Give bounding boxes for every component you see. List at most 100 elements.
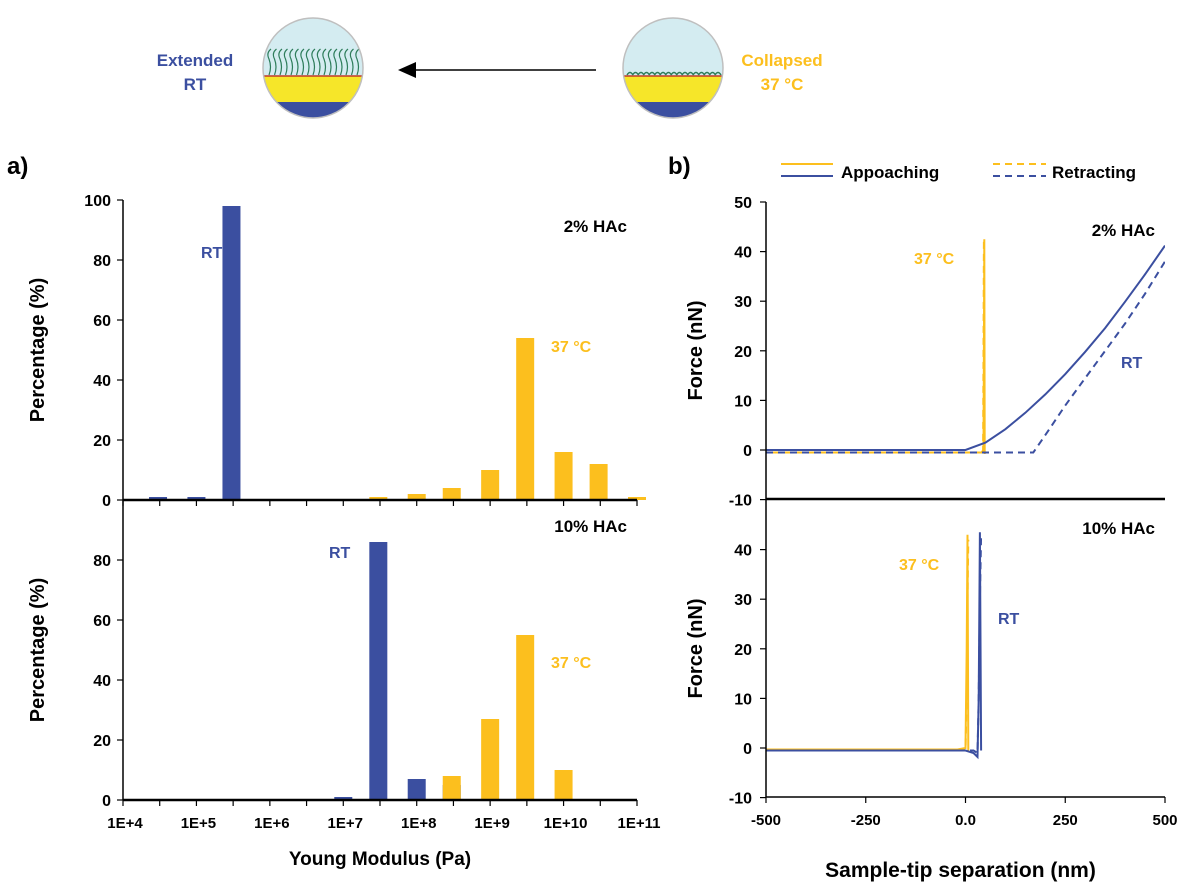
legend-approach-label: Appoaching [841,163,939,182]
polymer-chain [305,48,310,76]
temp-label: 37 °C [551,339,592,356]
y-axis-title: Percentage (%) [27,278,49,423]
polymer-chain [311,48,316,76]
hist-bar [334,797,353,800]
y-tick-label: 10 [734,393,752,410]
temp-label: 37 °C [899,557,940,574]
hist-bar [369,542,388,800]
polymer-chain [289,48,294,76]
hist-bar [516,338,535,500]
force-curves [766,239,1165,455]
polymer-chain [272,48,277,76]
base-layer [623,102,723,118]
hist-bar [481,719,500,800]
y-axis-title: Force (nN) [685,301,707,401]
hist-bar [442,776,461,800]
hist-bar [149,497,168,500]
panel-annotation: 2% HAc [564,217,627,236]
rt-label: RT [1121,355,1143,372]
polymer-chain [338,48,343,76]
x-tick-label: 1E+7 [328,815,363,832]
polymer-chain [322,48,327,76]
y-axis-title: Percentage (%) [27,578,49,723]
y-tick-label: 10 [734,691,752,708]
y-tick-label: -10 [729,493,752,510]
hist-bar [442,488,461,500]
y-tick-label: 50 [734,195,752,212]
polymer-chain [300,48,305,76]
substrate-layer [263,76,363,102]
x-tick-label: 1E+6 [254,815,289,832]
panel-annotation: 2% HAc [1092,221,1155,240]
y-tick-label: 80 [93,253,111,270]
force-curve-dashed [766,534,983,755]
hist-bar [628,497,646,500]
y-tick-label: 80 [93,553,111,570]
y-tick-label: -10 [729,791,752,808]
y-tick-label: 0 [743,741,752,758]
rt-label: RT [201,245,223,262]
base-layer [263,102,363,118]
x-tick-label: 1E+10 [544,815,588,832]
force-curve-dashed [766,260,1165,454]
panel-a-label: a) [7,153,28,180]
polymer-chain [349,48,354,76]
y-tick-label: 0 [102,793,111,810]
hist-bar [481,470,500,500]
rt-label: RT [329,545,351,562]
polymer-chain [294,48,299,76]
force-curve-solid [766,245,1165,451]
hist-bar [554,452,573,500]
hist-bar [222,206,241,500]
left-arrow-icon [398,62,596,78]
polymer-chain [267,48,272,76]
legend [781,163,1046,177]
polymer-chain [327,48,332,76]
rt-label: RT [998,611,1020,628]
temp-label: 37 °C [914,251,955,268]
y-tick-label: 0 [102,493,111,510]
y-tick-label: 40 [93,373,111,390]
y-tick-label: 60 [93,613,111,630]
polymer-chain [714,71,722,76]
collapsed-temp-label: 37 °C [761,75,804,94]
panel-b-label: b) [668,153,691,180]
polymer-chain [316,48,321,76]
y-axis-title: Force (nN) [685,599,707,699]
collapsed-label: Collapsed [741,51,822,70]
y-tick-label: 20 [734,642,752,659]
y-tick-label: 20 [93,433,111,450]
force-curve-solid [766,239,986,455]
y-tick-label: 0 [743,443,752,460]
y-tick-label: 40 [734,543,752,560]
x-tick-label: 500 [1152,812,1177,829]
hist-bar [407,779,426,800]
panel-annotation: 10% HAc [1082,519,1155,538]
hist-bar [187,497,206,500]
force-curves [766,532,983,760]
panel-annotation: 10% HAc [554,517,627,536]
y-tick-label: 100 [84,193,111,210]
polymer-chain [355,48,360,76]
force-curve-solid [766,532,983,760]
x-tick-label: 1E+9 [474,815,509,832]
y-tick-label: 40 [734,245,752,262]
polymer-chain [333,48,338,76]
force-curve-dashed [766,241,985,454]
x-tick-label: 1E+8 [401,815,436,832]
extended-label: Extended [157,51,234,70]
temp-label: 37 °C [551,655,592,672]
x-tick-label: 250 [1053,812,1078,829]
polymer-chain [283,48,288,76]
hist-bar [554,770,573,800]
hist-bar [369,497,388,500]
legend-retract-label: Retracting [1052,163,1136,182]
x-tick-label: 1E+4 [107,815,143,832]
y-tick-label: 40 [93,673,111,690]
x-tick-label: 1E+5 [181,815,216,832]
extended-rt-label: RT [184,75,207,94]
collapsed-brush-circle [623,18,723,118]
circle-outline [262,17,364,119]
polymer-chain [278,48,283,76]
